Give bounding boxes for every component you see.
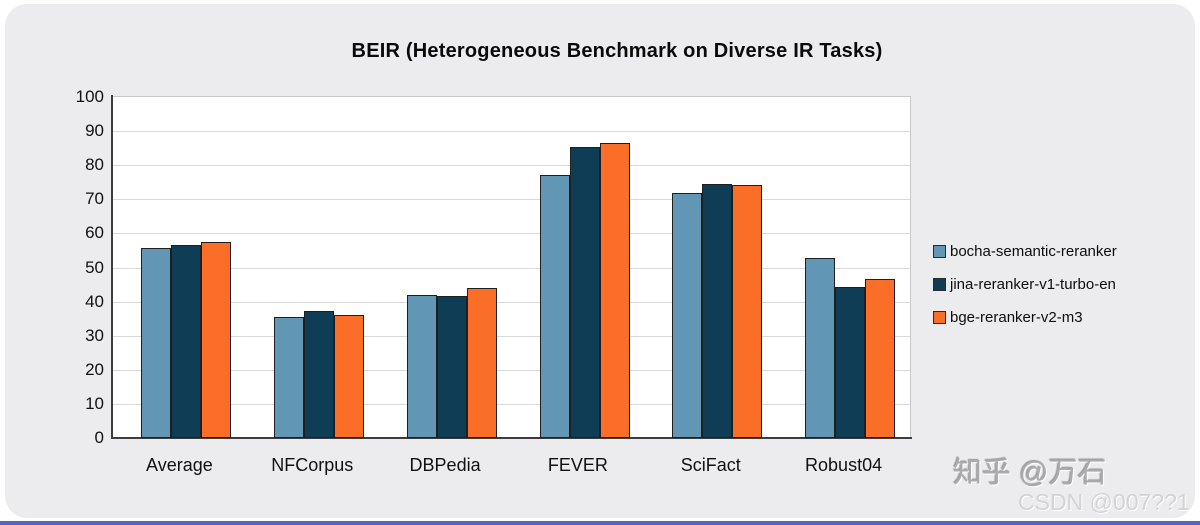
y-tick-label: 60	[85, 223, 104, 243]
x-tick-label-FEVER: FEVER	[547, 455, 608, 475]
bar-Average-jina-reranker-v1-turbo-en	[171, 244, 201, 438]
bar-Robust04-bocha-semantic-reranker	[805, 257, 836, 438]
x-tick-label-NFCorpus: NFCorpus	[271, 455, 354, 475]
bar-NFCorpus-bge-reranker-v2-m3	[333, 315, 364, 438]
x-axis-line	[111, 437, 912, 439]
legend-marker-icon	[933, 311, 946, 324]
x-tick-label-SciFact: SciFact	[680, 455, 741, 475]
gridline-80	[113, 165, 910, 167]
y-axis-line	[111, 95, 113, 439]
legend-label: bocha-semantic-reranker	[950, 243, 1117, 260]
bar-NFCorpus-jina-reranker-v1-turbo-en	[303, 311, 334, 438]
legend-item-bge-reranker-v2-m3: bge-reranker-v2-m3	[933, 301, 1117, 334]
gridline-50	[113, 267, 910, 269]
bar-DBPedia-bge-reranker-v2-m3	[466, 287, 497, 438]
bar-FEVER-bge-reranker-v2-m3	[599, 143, 630, 438]
chart-title: BEIR (Heterogeneous Benchmark on Diverse…	[351, 40, 883, 62]
y-tick-label: 30	[85, 325, 104, 345]
chart-legend: bocha-semantic-reranker jina-reranker-v1-…	[933, 235, 1117, 334]
legend-label: bge-reranker-v2-m3	[950, 309, 1083, 326]
csdn-watermark: CSDN @007??1	[1018, 489, 1190, 515]
gridline-10	[113, 403, 910, 405]
x-tick-label-Robust04: Robust04	[805, 455, 883, 475]
gridline-40	[113, 301, 910, 303]
y-tick-label: 70	[85, 189, 104, 209]
legend-marker-icon	[933, 245, 946, 258]
bar-SciFact-jina-reranker-v1-turbo-en	[702, 183, 733, 438]
legend-marker-icon	[933, 278, 946, 291]
bar-Average-bge-reranker-v2-m3	[201, 241, 231, 438]
y-tick-label: 20	[85, 359, 104, 379]
x-tick-label-DBPedia: DBPedia	[409, 455, 481, 475]
bar-Robust04-bge-reranker-v2-m3	[865, 279, 896, 438]
gridline-70	[113, 199, 910, 201]
gridline-20	[113, 369, 910, 371]
legend-label: jina-reranker-v1-turbo-en	[950, 276, 1116, 293]
bar-Robust04-jina-reranker-v1-turbo-en	[835, 287, 866, 438]
y-tick-label: 90	[85, 121, 104, 141]
legend-item-bocha-semantic-reranker: bocha-semantic-reranker	[933, 235, 1117, 268]
gridline-60	[113, 233, 910, 235]
y-tick-label: 0	[94, 428, 104, 447]
gridline-30	[113, 335, 910, 337]
y-tick-label: 10	[85, 393, 104, 413]
zhihu-watermark: 知乎 @万石	[953, 457, 1107, 489]
y-tick-label: 80	[85, 155, 104, 175]
bar-FEVER-bocha-semantic-reranker	[539, 175, 570, 438]
y-tick-label: 100	[75, 87, 104, 106]
y-tick-label: 50	[85, 257, 104, 277]
bar-SciFact-bocha-semantic-reranker	[672, 193, 703, 438]
bar-FEVER-jina-reranker-v1-turbo-en	[569, 147, 600, 438]
bar-Average-bocha-semantic-reranker	[141, 248, 171, 438]
plot-right-border	[910, 96, 911, 438]
plot-top-border	[113, 96, 911, 97]
legend-item-jina-reranker-v1-turbo-en: jina-reranker-v1-turbo-en	[933, 268, 1117, 301]
bar-DBPedia-jina-reranker-v1-turbo-en	[436, 296, 467, 438]
gridline-90	[113, 131, 910, 133]
bar-DBPedia-bocha-semantic-reranker	[406, 295, 437, 438]
bar-SciFact-bge-reranker-v2-m3	[732, 184, 763, 438]
x-tick-label-Average: Average	[146, 455, 213, 475]
bar-NFCorpus-bocha-semantic-reranker	[273, 317, 304, 438]
bottom-divider-bar	[0, 521, 1200, 525]
y-tick-label: 40	[85, 291, 104, 311]
